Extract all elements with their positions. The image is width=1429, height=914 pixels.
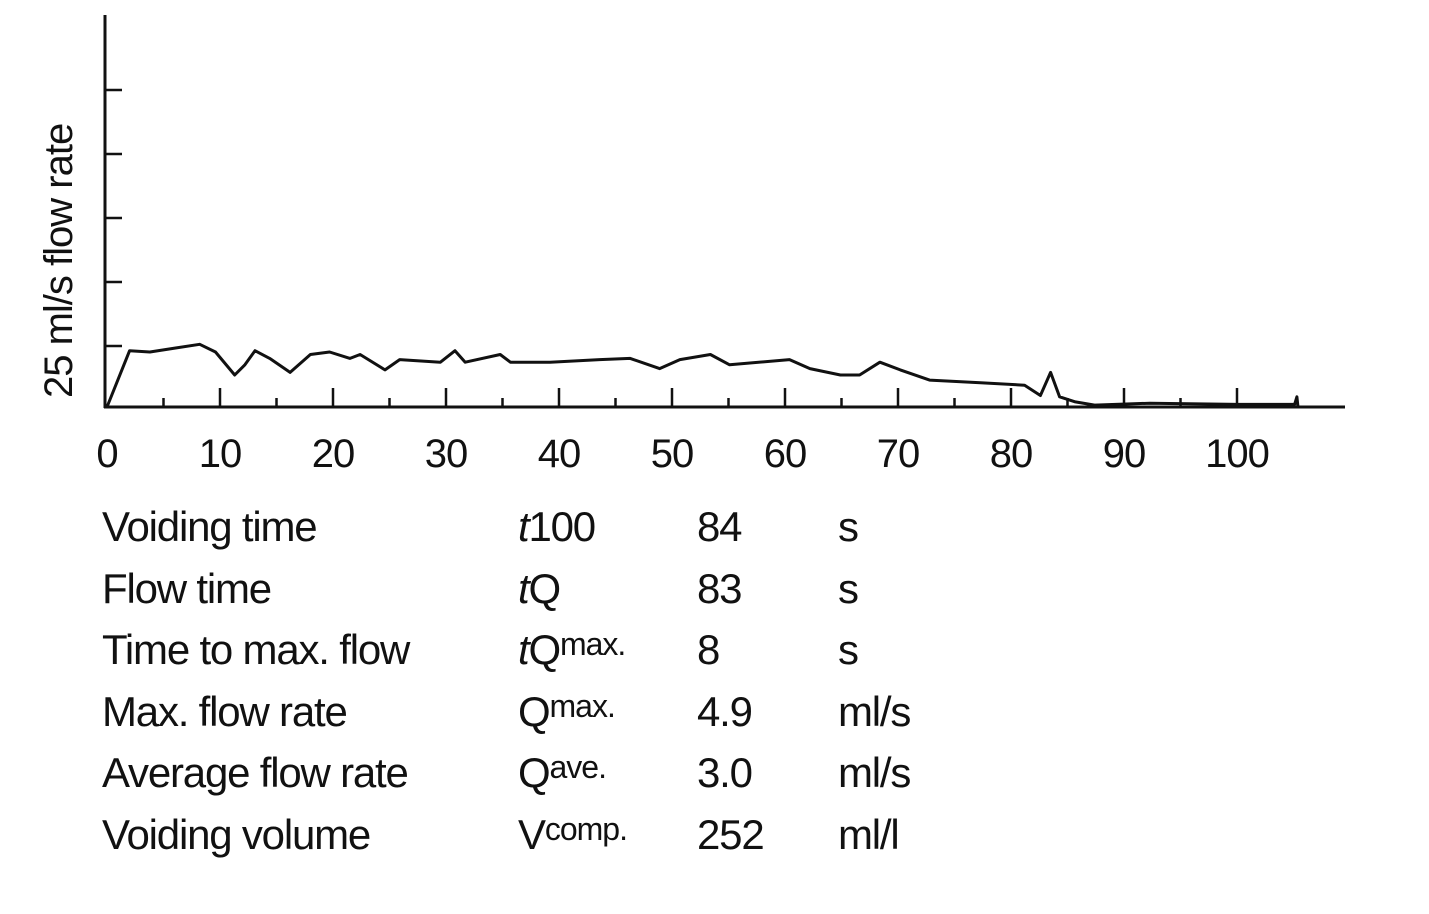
tick-labels: 0 10 20 30 40 50 60 70 80 90 100 xyxy=(96,432,1270,476)
parameter-value: 83 xyxy=(697,564,743,612)
symbol-subscript: comp. xyxy=(544,810,628,847)
parameter-value: 3.0 xyxy=(697,749,753,796)
symbol-italic: t xyxy=(518,564,530,612)
symbol-text: Q xyxy=(528,626,561,673)
parameter-label: Flow time xyxy=(102,564,272,612)
ticks xyxy=(105,88,1239,407)
x-tick-label: 60 xyxy=(764,432,807,476)
x-tick-label: 80 xyxy=(990,432,1033,476)
symbol-subscript: max. xyxy=(559,626,626,662)
symbol-text: 100 xyxy=(528,503,596,550)
symbol-text: Q xyxy=(528,564,561,612)
parameter-label: Max. flow rate xyxy=(102,687,348,735)
x-tick-label: 20 xyxy=(312,432,355,476)
x-tick-label: 70 xyxy=(877,432,920,476)
x-tick-label: 30 xyxy=(425,432,468,476)
parameter-symbol: tQ max. xyxy=(518,626,626,674)
parameter-value: 8 xyxy=(697,626,720,673)
symbol-text: Q xyxy=(518,749,551,796)
parameter-value: 252 xyxy=(697,810,765,858)
x-tick-label: 10 xyxy=(199,432,242,476)
symbol-text: Q xyxy=(518,687,551,735)
parameter-symbol: tQ xyxy=(518,564,561,613)
parameter-label: Voiding volume xyxy=(102,810,371,858)
parameter-unit: ml/s xyxy=(838,687,911,735)
symbol-subscript: max. xyxy=(549,687,615,724)
x-tick-label: 0 xyxy=(96,432,117,476)
parameter-label: Time to max. flow xyxy=(102,626,410,673)
parameter-value: 4.9 xyxy=(697,687,753,735)
parameter-label: Average flow rate xyxy=(102,749,409,796)
parameter-unit: s xyxy=(838,626,859,673)
parameter-label: Voiding time xyxy=(102,503,318,550)
symbol-italic: t xyxy=(518,503,530,550)
x-tick-label: 100 xyxy=(1205,432,1269,476)
x-tick-label: 40 xyxy=(538,432,581,476)
y-axis-label: 25 ml/s flow rate xyxy=(37,124,81,398)
symbol-italic: t xyxy=(518,626,530,673)
parameter-unit: s xyxy=(838,503,859,550)
symbol-subscript: ave. xyxy=(549,749,606,785)
series xyxy=(105,342,1300,408)
x-tick-label: 90 xyxy=(1103,432,1146,476)
parameter-unit: ml/l xyxy=(838,810,900,858)
x-tick-label: 50 xyxy=(651,432,694,476)
symbol-text: V xyxy=(518,810,546,858)
parameter-unit: s xyxy=(838,564,859,612)
axes xyxy=(103,15,1345,409)
parameter-symbol: t100 xyxy=(518,503,596,551)
parameter-value: 84 xyxy=(697,503,743,550)
parameter-unit: ml/s xyxy=(838,749,911,796)
flow-rate-line xyxy=(105,342,1300,408)
